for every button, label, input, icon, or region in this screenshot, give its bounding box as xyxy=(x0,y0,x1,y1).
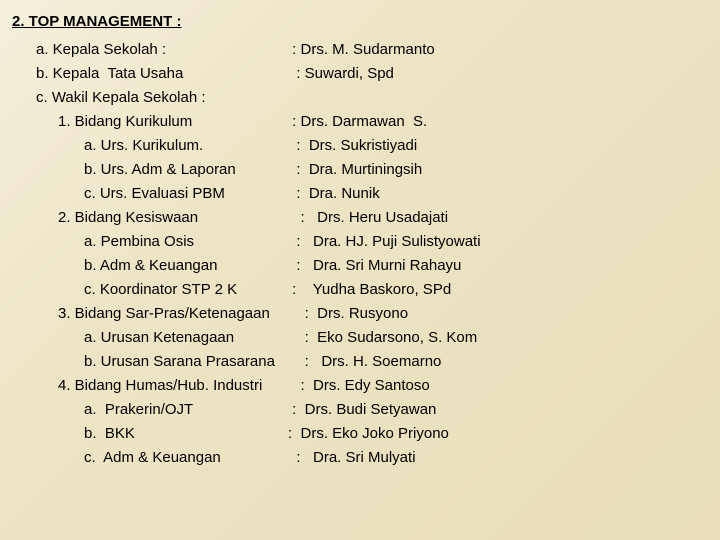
section-title: 2. TOP MANAGEMENT : xyxy=(12,10,708,34)
label: a. Urs. Kurikulum. xyxy=(84,134,288,158)
value: : Drs. Eko Joko Priyono xyxy=(288,422,449,446)
row-wakil-kepala: c. Wakil Kepala Sekolah : xyxy=(12,86,708,110)
label: b. Urs. Adm & Laporan xyxy=(84,158,288,182)
row-kepala-sekolah: a. Kepala Sekolah : : Drs. M. Sudarmanto xyxy=(12,38,708,62)
label: a. Urusan Ketenagaan xyxy=(84,326,288,350)
label: b. Urusan Sarana Prasarana xyxy=(84,350,288,374)
value: : Dra. Sri Mulyati xyxy=(288,446,416,470)
label: c. Urs. Evaluasi PBM xyxy=(84,182,288,206)
value: : Drs. M. Sudarmanto xyxy=(288,38,435,62)
label: b. BKK xyxy=(84,422,288,446)
row-bidang-humas: 4. Bidang Humas/Hub. Industri : Drs. Edy… xyxy=(12,374,708,398)
row-bkk: b. BKK : Drs. Eko Joko Priyono xyxy=(12,422,708,446)
value: : Dra. Murtiningsih xyxy=(288,158,422,182)
value: : Yudha Baskoro, SPd xyxy=(288,278,451,302)
value: : Drs. Darmawan S. xyxy=(288,110,427,134)
label: 2. Bidang Kesiswaan xyxy=(58,206,288,230)
label: a. Pembina Osis xyxy=(84,230,288,254)
label: c. Koordinator STP 2 K xyxy=(84,278,288,302)
value: : Dra. HJ. Puji Sulistyowati xyxy=(288,230,481,254)
row-bidang-kesiswaan: 2. Bidang Kesiswaan : Drs. Heru Usadajat… xyxy=(12,206,708,230)
label: a. Kepala Sekolah : xyxy=(36,38,288,62)
label: b. Adm & Keuangan xyxy=(84,254,288,278)
label: 3. Bidang Sar-Pras/Ketenagaan xyxy=(58,302,288,326)
label: 1. Bidang Kurikulum xyxy=(58,110,288,134)
value: : Dra. Sri Murni Rahayu xyxy=(288,254,461,278)
row-pembina-osis: a. Pembina Osis : Dra. HJ. Puji Sulistyo… xyxy=(12,230,708,254)
row-prakerin-ojt: a. Prakerin/OJT : Drs. Budi Setyawan xyxy=(12,398,708,422)
row-bidang-kurikulum: 1. Bidang Kurikulum : Drs. Darmawan S. xyxy=(12,110,708,134)
row-urusan-sarana-prasarana: b. Urusan Sarana Prasarana : Drs. H. Soe… xyxy=(12,350,708,374)
value: : Drs. Edy Santoso xyxy=(288,374,430,398)
row-adm-keuangan-kesiswaan: b. Adm & Keuangan : Dra. Sri Murni Rahay… xyxy=(12,254,708,278)
value: : Drs. Sukristiyadi xyxy=(288,134,417,158)
label: b. Kepala Tata Usaha xyxy=(36,62,288,86)
value: : Drs. Rusyono xyxy=(288,302,408,326)
label: a. Prakerin/OJT xyxy=(84,398,288,422)
value: : Drs. Budi Setyawan xyxy=(288,398,436,422)
row-adm-keuangan-humas: c. Adm & Keuangan : Dra. Sri Mulyati xyxy=(12,446,708,470)
value: : Drs. H. Soemarno xyxy=(288,350,441,374)
row-urusan-ketenagaan: a. Urusan Ketenagaan : Eko Sudarsono, S.… xyxy=(12,326,708,350)
row-urs-evaluasi-pbm: c. Urs. Evaluasi PBM : Dra. Nunik xyxy=(12,182,708,206)
row-koordinator-stp2k: c. Koordinator STP 2 K : Yudha Baskoro, … xyxy=(12,278,708,302)
row-urs-kurikulum: a. Urs. Kurikulum. : Drs. Sukristiyadi xyxy=(12,134,708,158)
row-kepala-tata-usaha: b. Kepala Tata Usaha : Suwardi, Spd xyxy=(12,62,708,86)
label: c. Wakil Kepala Sekolah : xyxy=(36,86,206,110)
label: 4. Bidang Humas/Hub. Industri xyxy=(58,374,288,398)
value: : Eko Sudarsono, S. Kom xyxy=(288,326,477,350)
value: : Dra. Nunik xyxy=(288,182,380,206)
row-urs-adm-laporan: b. Urs. Adm & Laporan : Dra. Murtiningsi… xyxy=(12,158,708,182)
label: c. Adm & Keuangan xyxy=(84,446,288,470)
value: : Drs. Heru Usadajati xyxy=(288,206,448,230)
row-bidang-sarpras: 3. Bidang Sar-Pras/Ketenagaan : Drs. Rus… xyxy=(12,302,708,326)
value: : Suwardi, Spd xyxy=(288,62,394,86)
